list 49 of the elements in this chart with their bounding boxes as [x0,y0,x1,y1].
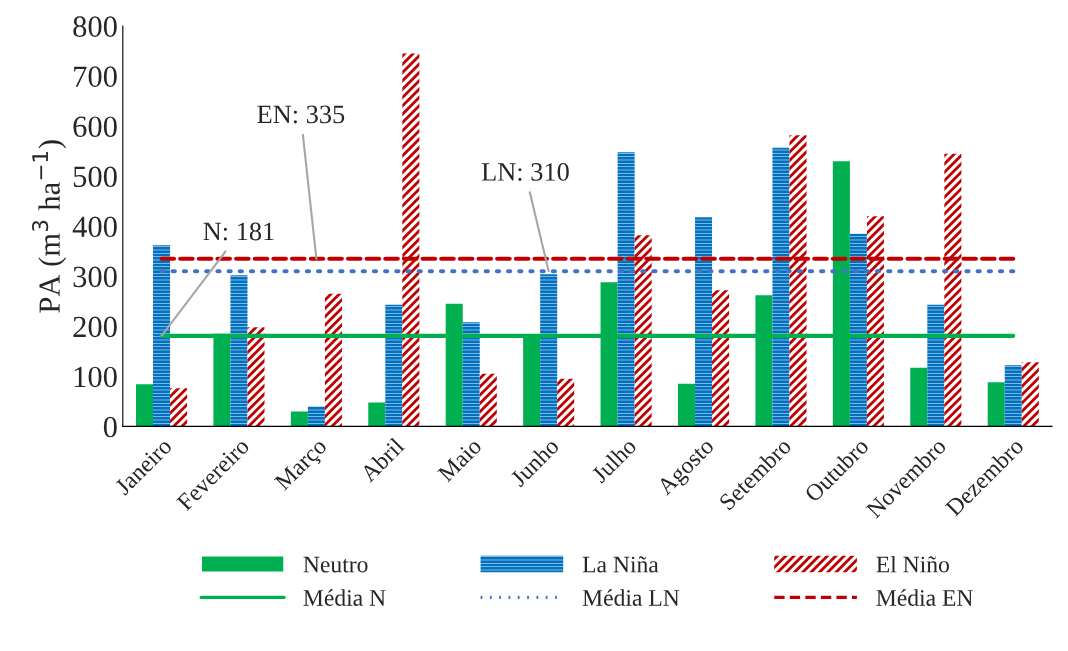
legend-label: El Niño [876,555,949,573]
bar [677,383,696,427]
y-axis-title: PA (m$^{3}$ ha$^{−1}$) [32,140,67,313]
bar [634,235,652,427]
y-tick-label: 100 [74,366,117,388]
bar [849,233,867,427]
bar [368,402,386,427]
y-tick-label: 400 [72,216,117,238]
bar [324,293,342,427]
bar [944,153,962,427]
bar [789,135,807,427]
y-tick-label: 500 [73,166,117,188]
bar [230,275,248,427]
bar [557,378,575,427]
legend-label: Média EN [876,589,973,606]
y-tick-label: 700 [74,66,117,87]
bar [772,147,790,427]
y-tick-label: 600 [73,116,117,138]
bar [617,152,635,427]
bar [695,217,713,427]
y-tick-label: 200 [73,316,117,338]
annotation: N: 181 [203,222,274,241]
bar [987,382,1005,427]
bar [927,304,945,427]
bar [170,388,188,427]
bar [462,322,480,427]
legend-label: La Niña [582,556,659,573]
annotation: LN: 310 [481,163,569,181]
bar [1021,362,1039,427]
bar [866,216,884,427]
legend-label: Neutro [303,556,368,573]
bar [479,373,497,427]
bar [402,53,420,427]
y-tick-label: 300 [73,266,117,288]
bar [153,245,171,427]
legend-label: Média N [303,589,386,606]
y-tick-label: 800 [73,16,117,37]
bar [712,290,730,427]
bar [247,327,265,427]
bar [307,406,325,427]
bar [290,411,308,427]
y-tick-label: 0 [103,416,117,438]
bar [910,367,928,427]
annotation: EN: 335 [257,105,345,124]
legend-label: Média LN [582,589,680,606]
bar [1004,365,1022,427]
bar [135,384,154,427]
bar [385,304,403,427]
bar [540,274,558,427]
